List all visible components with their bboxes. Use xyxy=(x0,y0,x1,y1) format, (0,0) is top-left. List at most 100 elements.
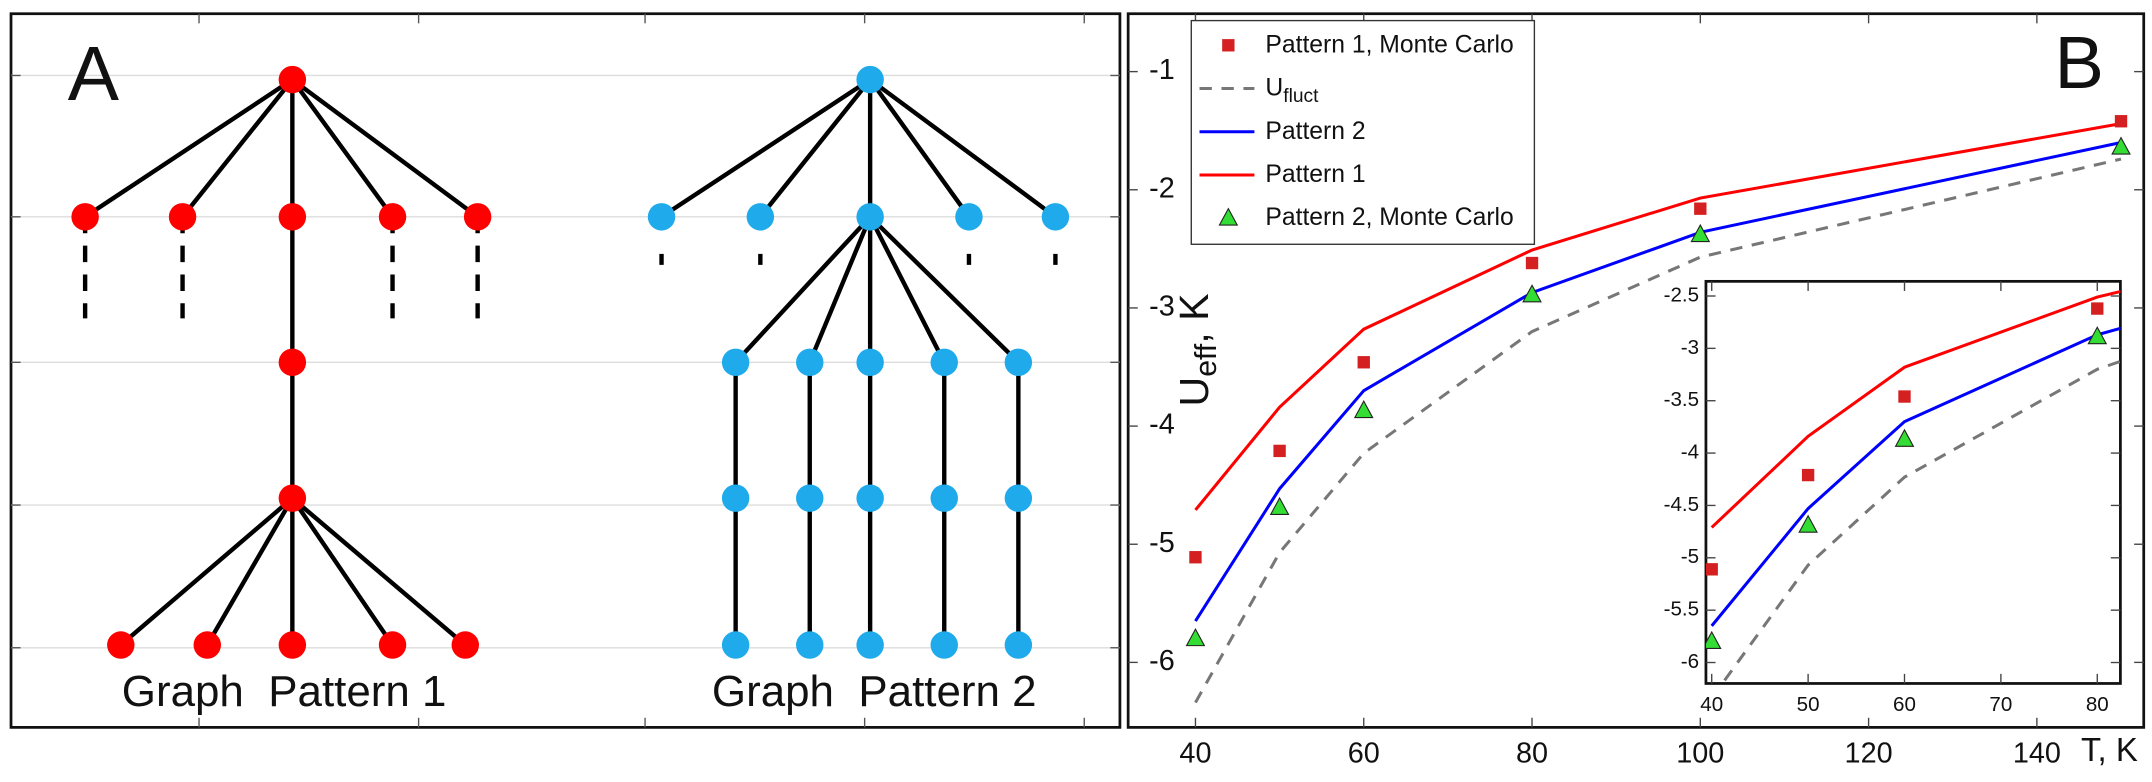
plot-area xyxy=(1705,289,2121,684)
graph-edge xyxy=(734,215,872,364)
marker xyxy=(1269,496,1290,516)
graph-edge xyxy=(758,78,872,219)
x-tick-label: 60 xyxy=(1348,737,1380,769)
legend-name: Pattern 2, Monte Carlo xyxy=(1265,204,1513,231)
y-tick-label: -2.5 xyxy=(1664,283,1699,306)
graph-edge xyxy=(868,77,1057,219)
marker xyxy=(1357,356,1370,369)
series-line xyxy=(1710,289,2121,529)
graph-node xyxy=(796,631,824,659)
series-line xyxy=(1720,359,2121,684)
marker xyxy=(2114,115,2128,128)
marker xyxy=(1705,563,1718,576)
y-axis-label-part: , K xyxy=(1171,293,1217,343)
graph-node xyxy=(856,65,884,94)
panel-label: A xyxy=(68,31,120,117)
graph-node xyxy=(930,484,958,512)
marker xyxy=(1801,468,1815,482)
marker xyxy=(2091,302,2104,315)
graph-node xyxy=(451,631,480,659)
graph-edge xyxy=(119,496,294,647)
marker xyxy=(1218,207,1239,226)
graph-node xyxy=(107,631,135,659)
graph-node xyxy=(746,203,775,231)
legend-name: Pattern 1 xyxy=(1265,161,1365,188)
graph-edge xyxy=(807,215,873,364)
y-axis-label: Ueff, K xyxy=(1171,293,1223,406)
panel-a xyxy=(11,13,1120,728)
x-tick-label: 40 xyxy=(1179,737,1211,769)
graph-node xyxy=(378,631,407,659)
graph-node xyxy=(856,631,884,659)
marker xyxy=(1185,628,1206,647)
y-tick-label: -2 xyxy=(1149,172,1175,204)
graph-node xyxy=(647,203,676,231)
graph-node xyxy=(278,631,307,659)
marker xyxy=(1522,284,1542,303)
x-tick-label: 80 xyxy=(1516,737,1548,769)
graph-node xyxy=(856,348,884,377)
graph-node xyxy=(278,484,307,512)
graph-node xyxy=(193,631,221,659)
series-line xyxy=(1710,326,2121,627)
graph-edge xyxy=(868,215,947,364)
marker xyxy=(1894,428,1915,447)
legend-label: Pattern 1, Monte Carlo xyxy=(1265,31,1513,58)
graph-caption: Graph Pattern 1 xyxy=(122,667,447,716)
graph-node xyxy=(856,484,884,512)
y-tick-label: -6 xyxy=(1149,645,1175,677)
marker xyxy=(1273,444,1286,458)
graph-edge xyxy=(660,77,872,219)
graph-edge xyxy=(290,496,467,647)
graph-node xyxy=(930,348,958,377)
marker xyxy=(1694,202,1707,215)
x-tick-label: 120 xyxy=(1845,737,1893,769)
graph-edge xyxy=(180,78,295,219)
x-tick-label: 100 xyxy=(1676,737,1724,769)
y-axis-label-part: eff xyxy=(1190,343,1223,377)
legend-label: Ufluct xyxy=(1265,74,1319,107)
x-tick-label: 140 xyxy=(2013,737,2061,769)
legend-name-sub: fluct xyxy=(1283,86,1319,107)
marker xyxy=(1798,514,1818,533)
graph-edge xyxy=(291,77,479,219)
marker xyxy=(2087,326,2108,345)
graph-node xyxy=(856,203,884,231)
marker xyxy=(1705,630,1722,649)
legend-name: Pattern 2 xyxy=(1265,117,1365,144)
plot-area xyxy=(1185,115,2131,704)
y-tick-label: -3 xyxy=(1149,291,1175,323)
y-axis-label-part: U xyxy=(1171,377,1217,407)
graph-node xyxy=(278,65,307,94)
graph-edge xyxy=(868,215,1020,364)
graph-node xyxy=(1041,203,1070,231)
x-tick-label: 70 xyxy=(1989,693,2012,716)
y-tick-label: -6 xyxy=(1681,650,1699,673)
graph-node xyxy=(463,203,492,231)
series-line xyxy=(1194,141,2122,622)
graph-node xyxy=(930,631,958,659)
legend-name: Pattern 1, Monte Carlo xyxy=(1265,31,1513,58)
graph-edge xyxy=(868,78,971,219)
marker xyxy=(1525,256,1539,270)
y-tick-label: -1 xyxy=(1149,54,1175,86)
y-tick-label: -4 xyxy=(1149,409,1175,441)
graph-node xyxy=(278,348,307,377)
y-tick-label: -3 xyxy=(1681,336,1699,359)
x-tick-label: 40 xyxy=(1700,693,1723,716)
graph-node xyxy=(721,631,750,659)
graph-caption: Graph Pattern 2 xyxy=(712,667,1037,716)
graph-node xyxy=(721,348,750,377)
y-tick-label: -4.5 xyxy=(1664,493,1699,516)
panel-label: B xyxy=(2055,21,2104,104)
marker xyxy=(1898,390,1911,403)
graph-node xyxy=(721,484,750,512)
graph-node xyxy=(1004,631,1033,659)
graph-node xyxy=(168,203,197,231)
marker xyxy=(1189,551,1202,564)
graph-node xyxy=(1004,484,1033,512)
marker xyxy=(1690,223,1711,243)
graph-node xyxy=(1004,348,1033,377)
graph-node xyxy=(278,203,307,231)
